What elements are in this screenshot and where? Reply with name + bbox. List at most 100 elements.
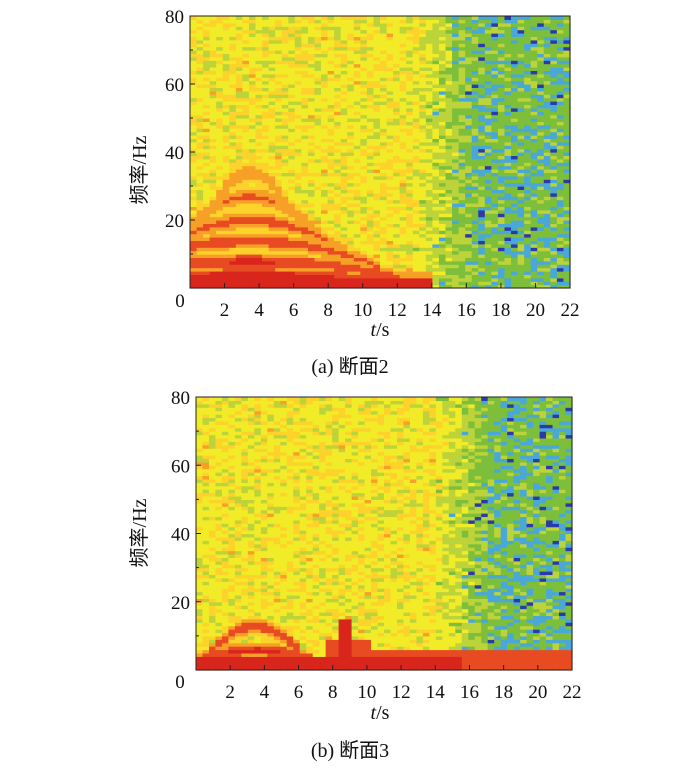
heatmap-cell: [281, 29, 289, 34]
heatmap-cell: [334, 230, 342, 235]
heatmap-cell: [458, 274, 466, 279]
heatmap-cell: [380, 16, 388, 20]
heatmap-cell: [196, 186, 204, 190]
heatmap-cell: [202, 577, 210, 582]
heatmap-cell: [340, 274, 348, 279]
heatmap-cell: [537, 118, 545, 122]
heatmap-cell: [530, 94, 538, 99]
heatmap-cell: [340, 53, 348, 58]
heatmap-cell: [202, 601, 210, 606]
heatmap-cell: [445, 111, 453, 116]
heatmap-cell: [524, 182, 532, 187]
heatmap-cell: [478, 254, 486, 258]
heatmap-cell: [353, 148, 361, 153]
heatmap-cell: [373, 101, 381, 105]
heatmap-cell: [209, 36, 217, 41]
heatmap-cell: [484, 216, 492, 221]
heatmap-cell: [242, 172, 250, 177]
heatmap-cell: [543, 124, 551, 129]
heatmap-cell: [386, 135, 394, 139]
heatmap-cell: [235, 16, 244, 20]
heatmap-cell: [543, 250, 551, 255]
heatmap-cell: [202, 495, 210, 500]
heatmap-cell: [215, 666, 223, 671]
heatmap-cell: [432, 155, 440, 160]
heatmap-cell: [537, 281, 545, 286]
heatmap-cell: [268, 29, 276, 34]
heatmap-cell: [550, 281, 558, 286]
heatmap-cell: [314, 274, 322, 279]
heatmap-cell: [412, 284, 420, 289]
heatmap-cell: [366, 63, 375, 68]
heatmap-cell: [216, 192, 224, 197]
heatmap-cell: [248, 56, 257, 61]
heatmap-cell: [314, 145, 322, 150]
heatmap-cell: [196, 36, 204, 41]
heatmap-cell: [471, 19, 479, 24]
heatmap-cell: [216, 80, 224, 85]
heatmap-cell: [511, 22, 519, 27]
heatmap-cell: [196, 94, 204, 99]
heatmap-cell: [504, 172, 512, 177]
heatmap-cell: [301, 189, 309, 194]
heatmap-cell: [478, 243, 486, 248]
heatmap-cell: [307, 84, 316, 88]
heatmap-cell: [511, 152, 519, 156]
heatmap-cell: [471, 152, 479, 156]
heatmap-cell: [556, 148, 565, 153]
heatmap-cell: [504, 70, 512, 75]
heatmap-cell: [288, 26, 296, 31]
heatmap-cell: [511, 131, 519, 136]
heatmap-cell: [347, 29, 355, 34]
heatmap-cell: [556, 172, 565, 177]
heatmap-cell: [208, 400, 217, 405]
heatmap-cell: [432, 250, 440, 255]
heatmap-cell: [438, 233, 447, 238]
heatmap-cell: [327, 260, 335, 265]
heatmap-cell: [563, 107, 571, 112]
heatmap-cell: [314, 135, 322, 139]
heatmap-cell: [215, 622, 223, 627]
heatmap-cell: [517, 209, 525, 214]
heatmap-cell: [373, 16, 381, 20]
heatmap-cell: [497, 114, 506, 119]
heatmap-cell: [321, 186, 329, 190]
heatmap-cell: [458, 216, 466, 221]
heatmap-cell: [216, 155, 224, 160]
heatmap-cell: [222, 209, 230, 214]
heatmap-cell: [452, 169, 460, 173]
heatmap-cell: [530, 118, 538, 122]
heatmap-cell: [406, 101, 414, 105]
heatmap-cell: [215, 489, 223, 494]
heatmap-cell: [294, 277, 302, 282]
heatmap-cell: [425, 152, 434, 156]
heatmap-cell: [452, 216, 460, 221]
heatmap-cell: [438, 162, 447, 167]
heatmap-cell: [242, 267, 250, 272]
heatmap-cell: [208, 550, 217, 555]
heatmap-cell: [209, 50, 217, 54]
heatmap-cell: [347, 284, 355, 289]
heatmap-cell: [327, 63, 335, 68]
heatmap-cell: [419, 67, 427, 71]
heatmap-cell: [556, 189, 565, 194]
heatmap-cell: [340, 145, 348, 150]
heatmap-cell: [262, 233, 270, 238]
heatmap-cell: [288, 192, 296, 197]
heatmap-cell: [465, 63, 473, 68]
heatmap-cell: [478, 84, 486, 88]
heatmap-cell: [229, 155, 237, 160]
heatmap-cell: [373, 271, 381, 275]
heatmap-cell: [465, 271, 473, 275]
heatmap-cell: [478, 131, 486, 136]
heatmap-cell: [465, 22, 473, 27]
heatmap-cell: [222, 84, 230, 88]
heatmap-cell: [497, 145, 506, 150]
heatmap-cell: [412, 121, 420, 126]
heatmap-cell: [393, 172, 401, 177]
heatmap-cell: [517, 158, 525, 163]
heatmap-cell: [340, 73, 348, 78]
heatmap-cell: [380, 94, 388, 99]
heatmap-cell: [314, 152, 322, 156]
heatmap-cell: [386, 213, 394, 218]
